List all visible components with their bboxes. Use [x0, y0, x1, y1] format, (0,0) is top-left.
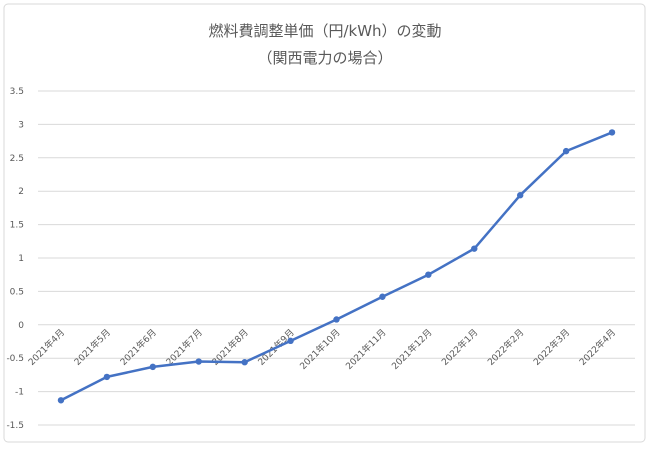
point — [425, 271, 432, 278]
point — [333, 316, 340, 323]
chart-title: 燃料費調整単価（円/kWh）の変動 — [208, 22, 441, 40]
y-tick-label: 1 — [18, 254, 24, 264]
chart-subtitle: （関西電力の場合） — [257, 49, 392, 67]
y-tick-label: 1.5 — [10, 221, 24, 231]
point — [516, 192, 524, 199]
y-tick-label: 0 — [18, 321, 24, 331]
y-tick-label: -1 — [15, 388, 24, 398]
y-tick-label: 2.5 — [10, 154, 24, 164]
point — [195, 358, 202, 365]
point — [149, 363, 157, 371]
y-tick-label: 3.5 — [10, 87, 24, 97]
y-tick-label: 3 — [18, 120, 24, 130]
point — [287, 337, 294, 345]
chart-border — [3, 3, 646, 443]
point — [562, 147, 570, 155]
y-tick-label: -1.5 — [6, 421, 24, 431]
y-tick-label: 2 — [18, 187, 24, 197]
y-tick-label: -0.5 — [6, 354, 24, 364]
point — [471, 245, 478, 252]
point — [57, 397, 65, 404]
point — [608, 129, 616, 136]
point — [241, 359, 248, 366]
y-tick-label: 0.5 — [10, 287, 24, 297]
point — [379, 293, 386, 300]
point — [103, 373, 111, 381]
